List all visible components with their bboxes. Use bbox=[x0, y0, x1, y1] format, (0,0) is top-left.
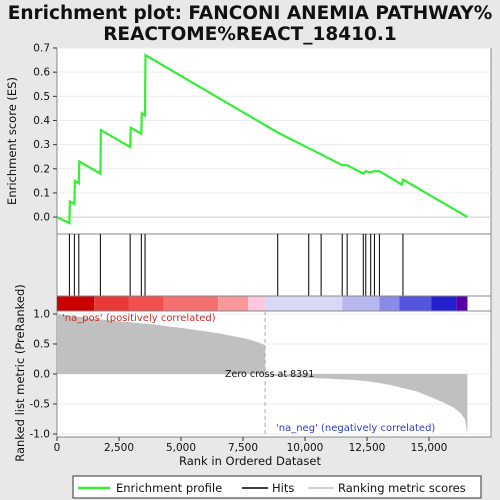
heatmap-band bbox=[163, 296, 219, 311]
x-tick-label: 15,000 bbox=[411, 442, 448, 454]
heatmap-band bbox=[247, 296, 266, 311]
x-tick-label: 12,500 bbox=[349, 442, 386, 454]
rank-y-axis-label: Ranked list metric (PreRanked) bbox=[13, 284, 27, 462]
heatmap-band bbox=[265, 296, 343, 311]
x-axis-label: Rank in Ordered Dataset bbox=[179, 454, 322, 468]
hits-panel bbox=[56, 233, 492, 297]
heatmap-band bbox=[342, 296, 380, 311]
es-y-axis-label: Enrichment score (ES) bbox=[5, 77, 19, 205]
legend: Enrichment profile Hits Ranking metric s… bbox=[72, 475, 482, 499]
es-y-tick-label: 0.4 bbox=[33, 115, 50, 127]
legend-ranking-label: Ranking metric scores bbox=[338, 481, 466, 495]
es-y-tick-label: 0.5 bbox=[33, 91, 50, 103]
hits-area bbox=[56, 233, 492, 297]
rank-y-tick-label: 0.0 bbox=[33, 369, 50, 381]
rank-y-tick-label: -1.0 bbox=[30, 429, 51, 441]
rank-y-tick-label: 0.5 bbox=[33, 339, 50, 351]
rank-y-tick-label: -0.5 bbox=[30, 399, 51, 411]
x-tick-label: 0 bbox=[54, 442, 61, 454]
heatmap-band bbox=[379, 296, 400, 311]
enrichment-profile-line bbox=[56, 53, 468, 225]
heatmap-band bbox=[57, 296, 95, 311]
ranking-metric-area bbox=[57, 314, 468, 434]
heatmap-band bbox=[456, 296, 468, 311]
legend-box bbox=[72, 475, 482, 499]
es-plot-area bbox=[56, 47, 492, 235]
legend-hits-label: Hits bbox=[272, 481, 294, 495]
heatmap-band bbox=[218, 296, 248, 311]
heatmap-band bbox=[431, 296, 457, 311]
heatmap-band bbox=[128, 296, 164, 311]
es-y-tick-label: 0.6 bbox=[33, 67, 50, 79]
x-tick-label: 2,500 bbox=[104, 442, 134, 454]
negative-correlation-label: 'na_neg' (negatively correlated) bbox=[276, 423, 435, 434]
chart-title-line2: REACTOME%REACT_18410.1 bbox=[103, 24, 397, 45]
heatmap-band bbox=[94, 296, 129, 311]
legend-profile-label: Enrichment profile bbox=[116, 481, 222, 495]
es-y-tick-label: 0.3 bbox=[33, 139, 50, 151]
x-tick-label: 5,000 bbox=[166, 442, 196, 454]
es-y-tick-label: 0.1 bbox=[33, 187, 50, 199]
heatmap-band bbox=[399, 296, 432, 311]
es-y-tick-label: 0.2 bbox=[33, 163, 50, 175]
rank-y-tick-label: 1.0 bbox=[33, 309, 50, 321]
es-y-tick-label: 0.0 bbox=[33, 212, 50, 224]
x-tick-label: 10,000 bbox=[287, 442, 324, 454]
x-tick-label: 7,500 bbox=[228, 442, 258, 454]
chart-title-line1: Enrichment plot: FANCONI ANEMIA PATHWAY% bbox=[8, 3, 492, 24]
heatmap-bar bbox=[56, 295, 492, 312]
rank-panel: 1.0 0.5 0.0 -0.5 -1.0 'na_pos' (positively c… bbox=[30, 309, 492, 441]
positive-correlation-label: 'na_pos' (positively correlated) bbox=[62, 313, 216, 324]
zero-cross-label: Zero cross at 8391 bbox=[225, 369, 314, 380]
es-panel: 0.0 0.1 0.2 0.3 0.4 0.5 0.6 0.7 bbox=[33, 43, 492, 235]
es-y-tick-label: 0.7 bbox=[33, 43, 50, 55]
